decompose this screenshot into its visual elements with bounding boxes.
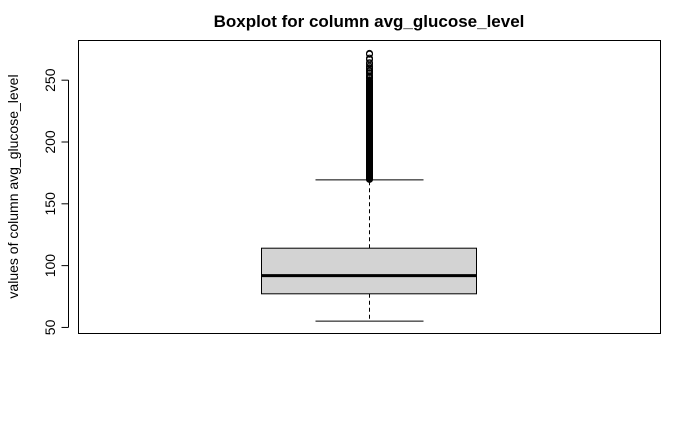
- plot-frame: [78, 40, 661, 334]
- outlier-point: [366, 59, 373, 67]
- chart-title: Boxplot for column avg_glucose_level: [214, 12, 525, 31]
- outlier-point: [366, 62, 373, 70]
- y-axis: 50 100 150 200 250: [42, 68, 69, 335]
- outliers: [366, 49, 373, 183]
- outlier-point: [366, 54, 373, 62]
- boxplot: [261, 49, 477, 322]
- y-axis-label: values of column avg_glucose_level: [5, 74, 21, 298]
- y-tick-label: 250: [42, 68, 58, 92]
- y-tick-label: 100: [42, 254, 58, 278]
- y-tick-label: 50: [42, 319, 58, 335]
- y-tick-label: 150: [42, 192, 58, 216]
- y-tick-label: 200: [42, 130, 58, 154]
- interquartile-box: [261, 247, 477, 295]
- outlier-point: [366, 49, 373, 57]
